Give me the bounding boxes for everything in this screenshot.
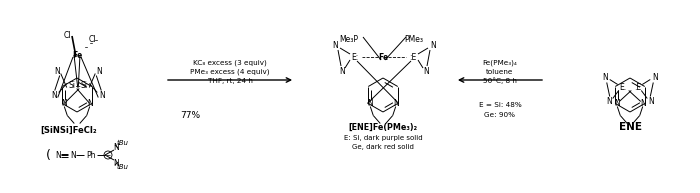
Text: N: N xyxy=(423,67,429,75)
Text: .E: .E xyxy=(634,83,640,92)
Text: E = Si: 48%: E = Si: 48% xyxy=(479,102,522,108)
Text: E:: E: xyxy=(351,52,358,62)
Text: :E: :E xyxy=(410,52,416,62)
Text: N: N xyxy=(87,99,92,108)
Text: [ENE]Fe(PMe₃)₂: [ENE]Fe(PMe₃)₂ xyxy=(349,123,418,131)
Text: 50°C, 8 h: 50°C, 8 h xyxy=(483,78,517,84)
Text: N: N xyxy=(113,158,119,168)
Text: Fe: Fe xyxy=(72,51,82,59)
Text: N: N xyxy=(62,99,67,108)
Text: Fe: Fe xyxy=(378,52,388,62)
Text: (: ( xyxy=(46,148,50,162)
Text: KC₈ excess (3 equiv): KC₈ excess (3 equiv) xyxy=(193,60,267,66)
Text: E: Si, dark purple solid: E: Si, dark purple solid xyxy=(344,135,422,141)
Text: tBu: tBu xyxy=(117,140,129,146)
Text: Cl: Cl xyxy=(63,31,71,41)
Text: ENE: ENE xyxy=(619,122,641,132)
Text: ·: · xyxy=(75,82,78,92)
Text: E.: E. xyxy=(620,83,626,92)
Text: N: N xyxy=(51,91,57,100)
Text: toluene: toluene xyxy=(486,69,514,75)
Text: N: N xyxy=(615,99,620,108)
Text: Cl: Cl xyxy=(88,35,96,43)
Text: PMe₃: PMe₃ xyxy=(404,35,423,43)
Text: N: N xyxy=(393,99,398,108)
Text: Si: Si xyxy=(80,81,88,90)
Text: THF, rt, 24 h: THF, rt, 24 h xyxy=(208,78,253,84)
Text: PMe₃ excess (4 equiv): PMe₃ excess (4 equiv) xyxy=(190,69,270,75)
Text: N: N xyxy=(606,97,612,106)
Text: N: N xyxy=(332,41,338,49)
Text: Ge: 90%: Ge: 90% xyxy=(484,112,515,118)
Text: N: N xyxy=(97,67,102,76)
Text: N: N xyxy=(55,151,61,159)
Text: Ph: Ph xyxy=(86,151,96,159)
Text: N: N xyxy=(70,151,76,159)
Text: N: N xyxy=(430,41,436,49)
Text: Si: Si xyxy=(68,81,75,90)
Text: N: N xyxy=(648,97,654,106)
Text: N: N xyxy=(99,91,105,100)
Text: N: N xyxy=(652,73,658,82)
Text: 77%: 77% xyxy=(180,111,200,119)
Text: N: N xyxy=(339,67,345,75)
Text: N: N xyxy=(640,99,645,108)
Text: N: N xyxy=(368,99,373,108)
Text: N: N xyxy=(54,67,60,76)
Text: [SiNSi]FeCl₂: [SiNSi]FeCl₂ xyxy=(41,125,97,135)
Text: tBu: tBu xyxy=(117,164,129,170)
Text: Me₃P: Me₃P xyxy=(339,35,358,43)
Text: Fe(PMe₃)₄: Fe(PMe₃)₄ xyxy=(482,60,517,66)
Text: N: N xyxy=(602,73,608,82)
Text: Ge, dark red solid: Ge, dark red solid xyxy=(352,144,414,150)
Text: −: − xyxy=(106,152,111,157)
Text: ·: · xyxy=(78,82,81,92)
Text: N: N xyxy=(113,142,119,152)
